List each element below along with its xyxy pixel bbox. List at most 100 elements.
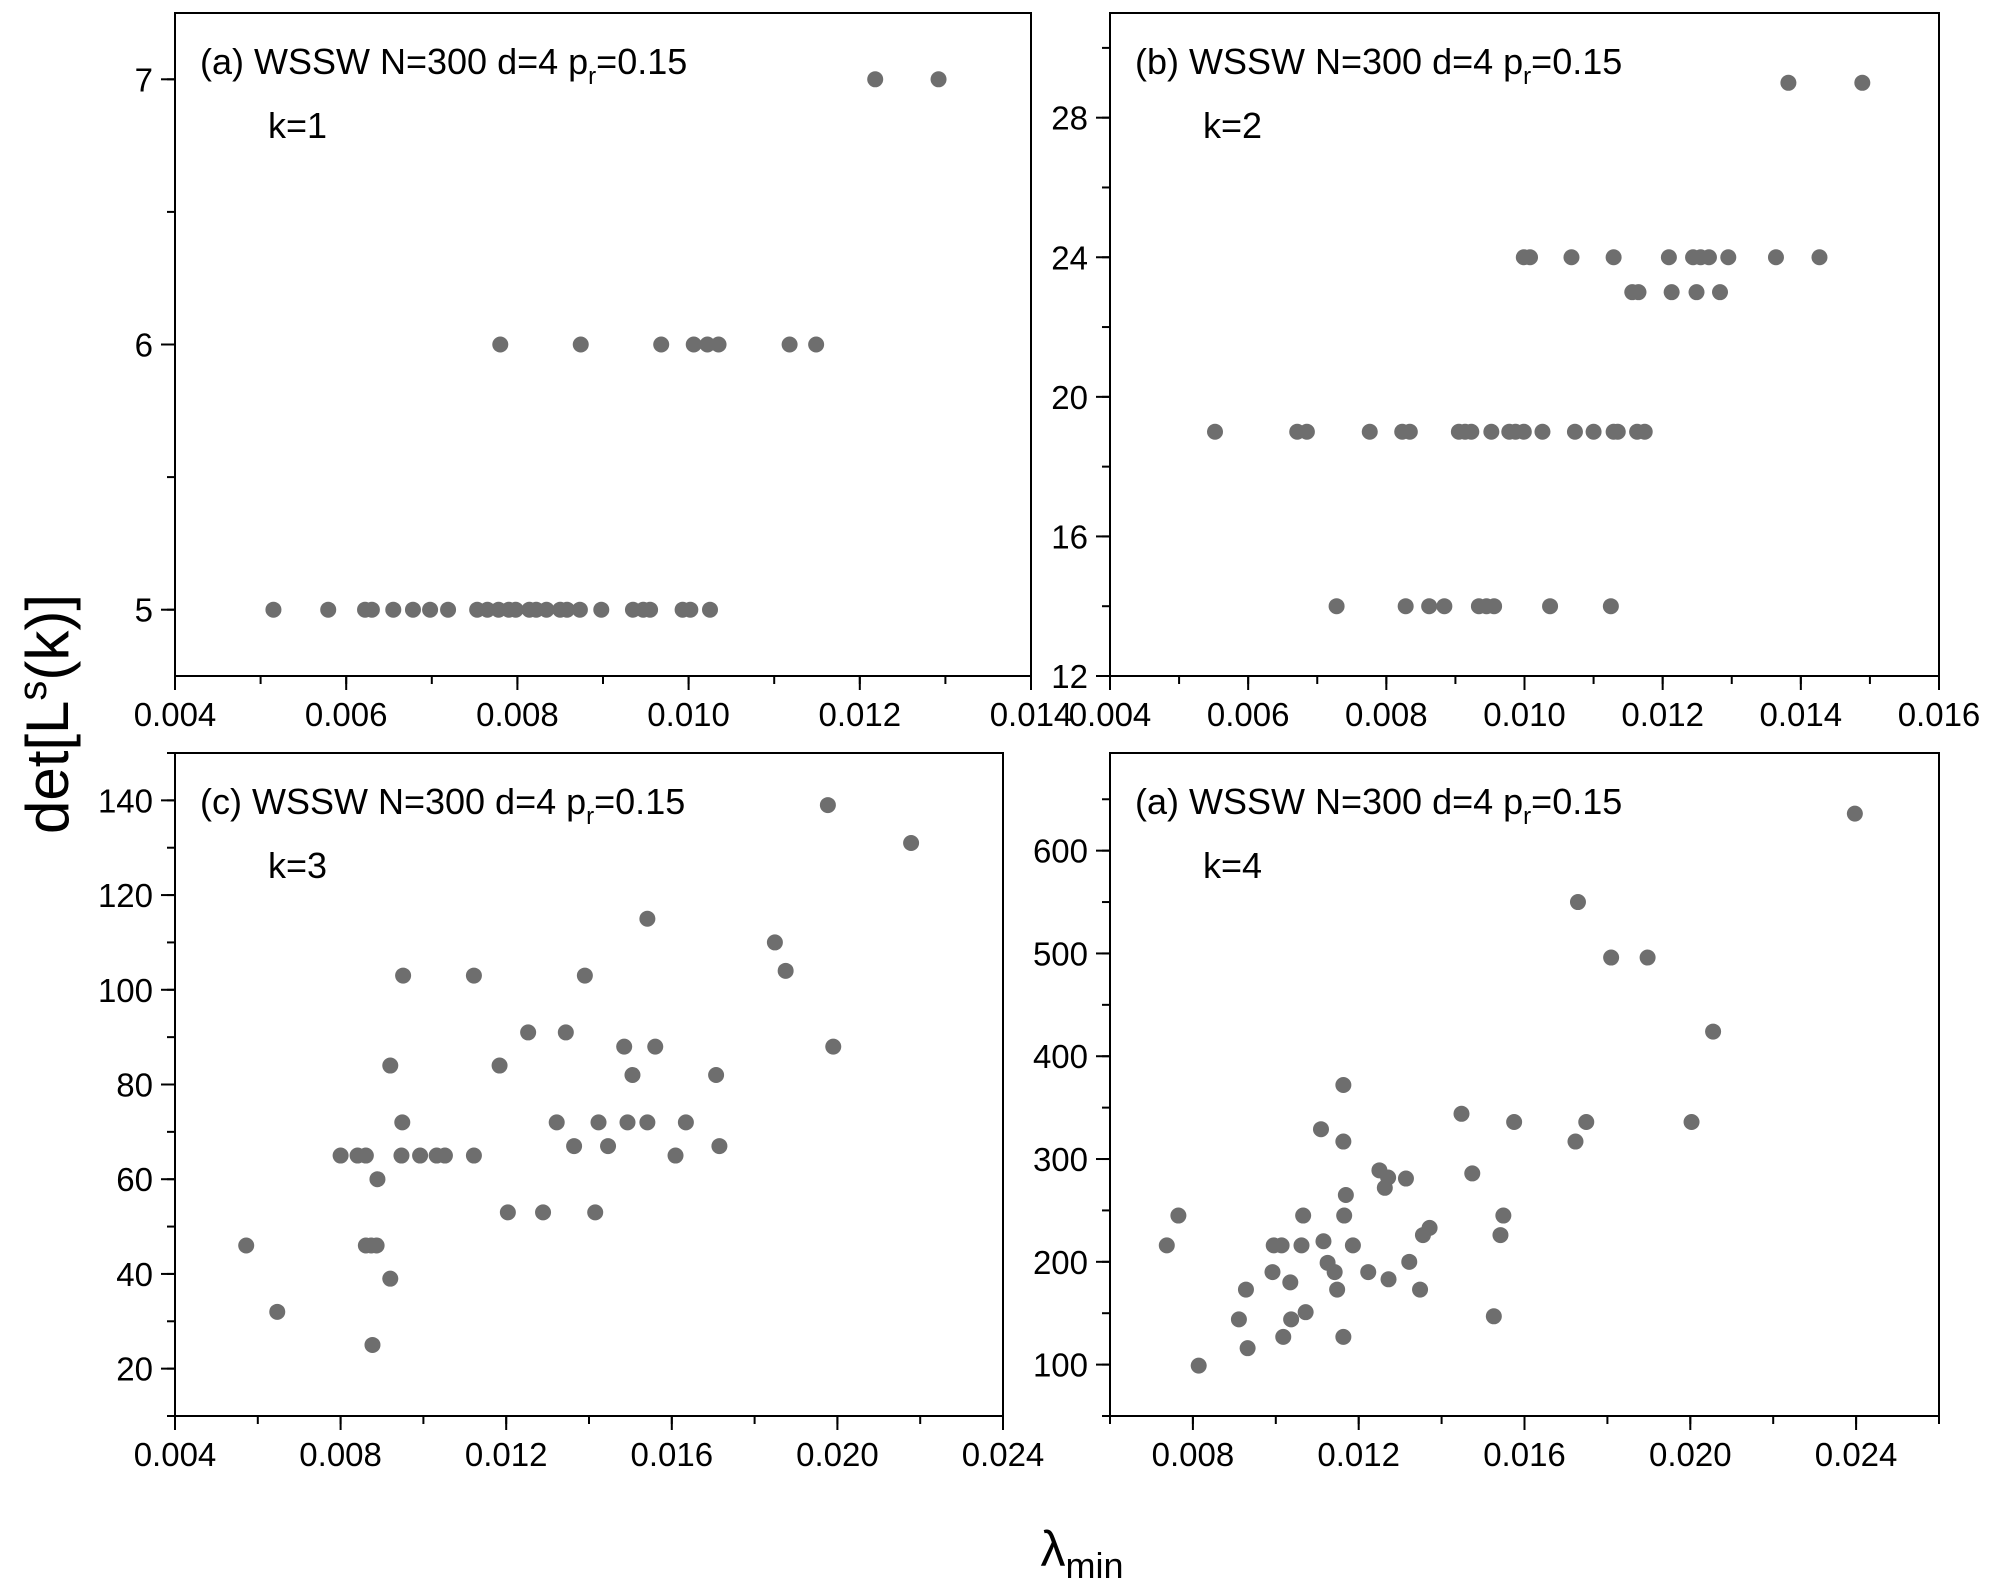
data-point	[369, 1171, 386, 1188]
data-point	[1237, 1281, 1254, 1298]
x-tick-label: 0.020	[1649, 1436, 1732, 1473]
data-point	[1506, 1114, 1523, 1131]
data-point	[624, 1067, 641, 1084]
panel-title-sub: r	[586, 803, 594, 830]
data-point	[1361, 423, 1378, 440]
x-tick-label: 0.004	[134, 1436, 217, 1473]
panel-d: 0.008 0.012 0.016 0.020 0.024 100 200 300 400 500…	[1033, 752, 1940, 1473]
x-tick-label: 0.010	[647, 696, 730, 733]
x-tick-label: 0.014	[990, 696, 1073, 733]
panel-title: (b) WSSW N=300 d=4 pr=0.15	[1135, 41, 1622, 90]
data-point	[1688, 284, 1705, 301]
data-point	[1380, 1271, 1397, 1288]
data-point	[1578, 1114, 1595, 1131]
x-tick-label: 0.004	[134, 696, 217, 733]
data-point	[265, 601, 282, 618]
data-point	[548, 1114, 565, 1131]
x-tick-label: 0.020	[796, 1436, 879, 1473]
data-point	[1239, 1340, 1256, 1357]
data-point	[465, 967, 482, 984]
y-tick-label: 12	[1051, 658, 1088, 695]
x-label-main: λ	[1040, 1521, 1065, 1577]
data-point	[616, 1038, 633, 1055]
data-point	[587, 1204, 604, 1221]
data-point	[1700, 249, 1717, 266]
data-point	[1421, 1219, 1438, 1236]
data-point	[1483, 423, 1500, 440]
data-point	[1515, 423, 1532, 440]
x-axis-label: λmin	[1040, 1521, 1123, 1586]
data-point	[238, 1237, 255, 1254]
data-point	[781, 336, 798, 353]
panel-title-text: (c) WSSW N=300 d=4 p	[200, 781, 586, 822]
data-point	[507, 601, 524, 618]
x-tick-label: 0.004	[1069, 696, 1152, 733]
y-tick-label: 100	[98, 972, 153, 1009]
data-point	[1158, 1237, 1175, 1254]
data-point	[708, 1067, 725, 1084]
data-point	[667, 1147, 684, 1164]
k-label: k=2	[1203, 105, 1262, 146]
x-label-sub: min	[1065, 1545, 1123, 1586]
data-point	[1811, 249, 1828, 266]
data-point	[535, 1204, 552, 1221]
data-point	[1295, 1207, 1312, 1224]
data-point	[1336, 1207, 1353, 1224]
y-tick-label: 140	[98, 782, 153, 819]
data-point	[1683, 1114, 1700, 1131]
data-point	[619, 1114, 636, 1131]
y-tick-label: 20	[1051, 379, 1088, 416]
x-tick-label: 0.024	[962, 1436, 1045, 1473]
data-point	[1636, 423, 1653, 440]
data-point	[1630, 284, 1647, 301]
data-point	[320, 601, 337, 618]
data-point	[1464, 1165, 1481, 1182]
data-point	[677, 1114, 694, 1131]
data-point	[576, 967, 593, 984]
data-point	[1275, 1328, 1292, 1345]
x-tick-label: 0.016	[631, 1436, 714, 1473]
data-point	[357, 1147, 374, 1164]
data-point	[1170, 1207, 1187, 1224]
data-point	[465, 1147, 482, 1164]
data-point	[1767, 249, 1784, 266]
data-point	[1337, 1187, 1354, 1203]
data-point	[395, 967, 412, 984]
data-point	[382, 1270, 399, 1287]
x-tick-label: 0.024	[1815, 1436, 1898, 1473]
data-point	[394, 1114, 411, 1131]
y-tick-label: 20	[116, 1351, 153, 1388]
data-point	[1380, 1169, 1397, 1186]
data-point	[825, 1038, 842, 1055]
data-point	[1312, 1121, 1329, 1138]
data-point	[269, 1303, 286, 1320]
data-point	[1283, 1311, 1300, 1328]
data-point	[1230, 1311, 1247, 1328]
data-point	[1326, 1264, 1343, 1281]
data-point	[702, 601, 718, 618]
data-point	[1293, 1237, 1310, 1254]
data-point	[1335, 1133, 1352, 1150]
data-point	[685, 336, 702, 353]
data-point	[710, 336, 727, 353]
data-point	[363, 601, 380, 618]
data-point	[1190, 1357, 1207, 1374]
data-point	[1563, 249, 1580, 266]
data-point	[479, 601, 496, 618]
data-point	[1397, 598, 1414, 615]
y-tick-label: 500	[1033, 935, 1088, 972]
x-tick-label: 0.012	[465, 1436, 548, 1473]
data-point	[1412, 1281, 1429, 1298]
panel-c: 0.004 0.008 0.012 0.016 0.020 0.024 20 40 60 80 10…	[98, 752, 1045, 1473]
panel-title-value: =0.15	[1531, 781, 1622, 822]
data-point	[1780, 74, 1797, 91]
panel-title-value: =0.15	[1531, 41, 1622, 82]
data-point	[1344, 1237, 1361, 1254]
x-tick-label: 0.008	[1152, 1436, 1235, 1473]
y-tick-label: 5	[135, 592, 153, 629]
data-point	[1492, 1227, 1509, 1244]
y-tick-label: 120	[98, 877, 153, 914]
data-point	[1569, 894, 1586, 911]
y-tick-label: 60	[116, 1161, 153, 1198]
panel-title: (c) WSSW N=300 d=4 pr=0.15	[200, 781, 685, 830]
